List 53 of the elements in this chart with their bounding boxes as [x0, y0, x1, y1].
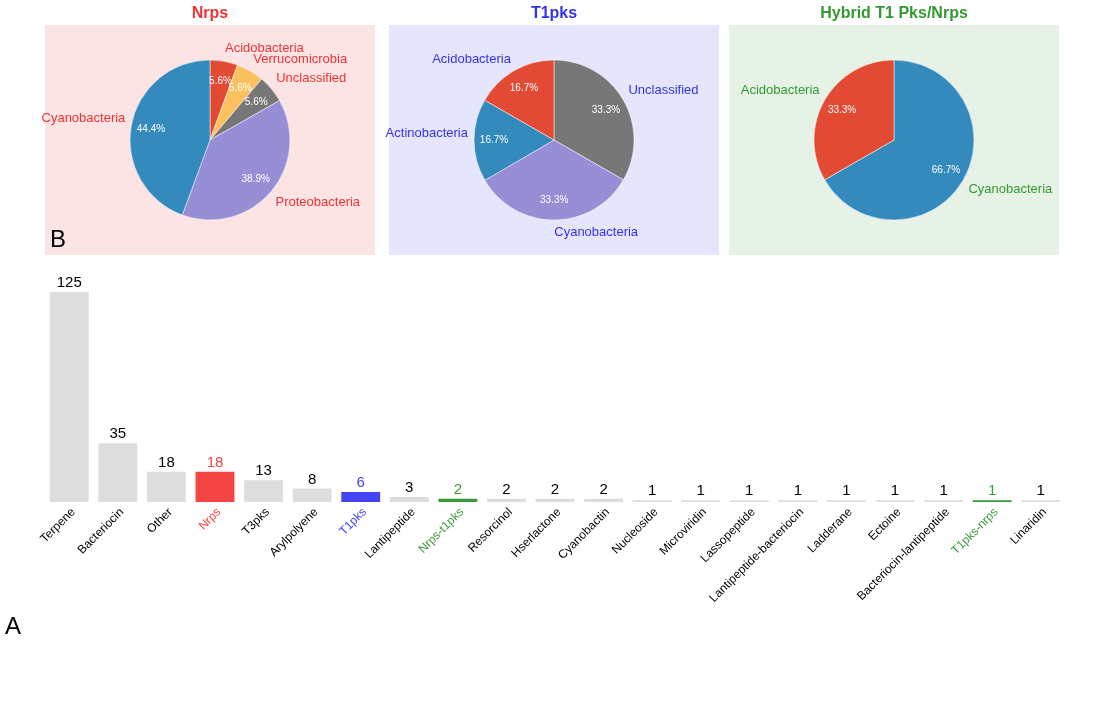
text: A — [5, 612, 22, 639]
data-label: 1 — [793, 481, 803, 499]
data-label: 2 — [599, 479, 608, 497]
bar — [49, 292, 89, 502]
bar — [341, 491, 381, 502]
data-label: 1 — [939, 481, 948, 499]
data-label: 1 — [842, 481, 851, 499]
slice-label: Actinobacteria — [385, 125, 469, 141]
slice-label: Acidobacteria — [740, 81, 821, 97]
bar — [389, 496, 429, 502]
data-label: 18 — [206, 452, 224, 470]
slice-label: Proteobacteria — [275, 193, 361, 209]
data-label: 18 — [158, 452, 175, 470]
data-label: 16.7% — [509, 82, 539, 94]
data-label: 1 — [696, 481, 705, 499]
data-label: 1 — [987, 481, 997, 499]
chart-title: Nrps — [191, 4, 229, 21]
data-label: 16.7% — [479, 134, 509, 146]
data-label: 2 — [550, 479, 560, 497]
data-label: 1 — [1036, 481, 1045, 499]
data-label: 33.3% — [540, 194, 569, 205]
data-label: 5.6% — [228, 82, 252, 94]
slice-label: Unclassified — [628, 81, 699, 97]
chart-title: T1pks — [530, 4, 578, 21]
data-label: 33.3% — [827, 103, 857, 115]
data-label: 2 — [453, 479, 463, 497]
bar — [244, 480, 283, 502]
data-label: 125 — [56, 273, 82, 290]
data-label: 3 — [405, 477, 414, 495]
data-label: 35 — [109, 424, 127, 442]
slice-label: Cyanobacteria — [968, 181, 1054, 197]
data-label: 66.7% — [931, 164, 961, 176]
data-label: 1 — [745, 481, 754, 499]
data-label: 13 — [255, 461, 272, 479]
data-label: 33.3% — [591, 103, 621, 115]
data-label: 6 — [356, 472, 365, 490]
slice-label: Unclassified — [276, 70, 347, 86]
data-label: 44.4% — [136, 123, 166, 135]
bar — [292, 488, 332, 502]
data-label: 8 — [307, 469, 317, 487]
data-label: 38.9% — [241, 172, 270, 184]
slice-label: Acidobacteria — [432, 50, 512, 66]
chart-title: Hybrid T1 Pks/Nrps — [820, 4, 968, 21]
data-label: 2 — [502, 479, 511, 497]
data-label: 1 — [647, 481, 657, 499]
bar — [195, 471, 235, 502]
slice-label: Cyanobacteria — [41, 109, 127, 125]
text: B — [50, 225, 67, 252]
slice-label: Cyanobacteria — [554, 224, 639, 239]
bar — [147, 471, 186, 502]
bar — [98, 443, 138, 502]
data-label: 5.6% — [244, 95, 268, 107]
data-label: 1 — [890, 481, 900, 499]
